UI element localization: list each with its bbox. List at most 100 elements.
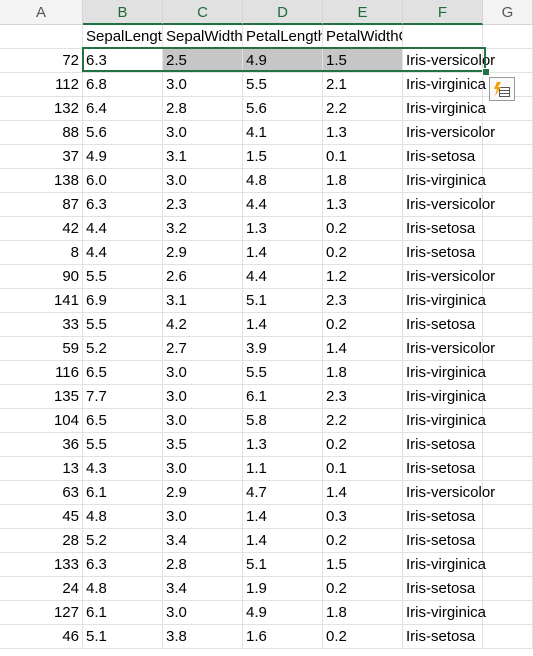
- empty-cell[interactable]: [483, 313, 533, 337]
- data-cell[interactable]: 4.4: [243, 265, 323, 289]
- species-cell[interactable]: Iris-virginica: [403, 97, 486, 121]
- data-cell[interactable]: 1.4: [323, 481, 403, 505]
- species-cell[interactable]: Iris-virginica: [403, 553, 486, 577]
- row-label-cell[interactable]: 36: [0, 433, 83, 457]
- data-cell[interactable]: 0.3: [323, 505, 403, 529]
- row-label-cell[interactable]: 33: [0, 313, 83, 337]
- row-label-cell[interactable]: 24: [0, 577, 83, 601]
- header-cell[interactable]: SepalWidth: [163, 25, 243, 49]
- data-cell[interactable]: 1.1: [243, 457, 323, 481]
- data-cell[interactable]: 5.5: [83, 265, 163, 289]
- data-cell[interactable]: 4.8: [83, 577, 163, 601]
- data-cell[interactable]: 4.3: [83, 457, 163, 481]
- data-cell[interactable]: 6.8: [83, 73, 163, 97]
- data-cell[interactable]: 2.8: [163, 97, 243, 121]
- species-cell[interactable]: Iris-versicolor: [403, 265, 495, 289]
- data-cell[interactable]: 2.8: [163, 553, 243, 577]
- species-cell[interactable]: Iris-versicolor: [403, 481, 495, 505]
- data-cell[interactable]: 3.0: [163, 409, 243, 433]
- data-cell[interactable]: 4.4: [83, 217, 163, 241]
- column-header-f[interactable]: F: [403, 0, 483, 25]
- header-cell[interactable]: [483, 25, 533, 49]
- empty-cell[interactable]: [483, 361, 533, 385]
- data-cell[interactable]: 4.4: [243, 193, 323, 217]
- data-cell[interactable]: 1.2: [323, 265, 403, 289]
- species-cell[interactable]: Iris-setosa: [403, 145, 483, 169]
- data-cell[interactable]: 4.9: [243, 49, 323, 73]
- row-label-cell[interactable]: 112: [0, 73, 83, 97]
- species-cell[interactable]: Iris-setosa: [403, 505, 483, 529]
- data-cell[interactable]: 1.4: [243, 313, 323, 337]
- species-cell[interactable]: Iris-virginica: [403, 385, 486, 409]
- species-cell[interactable]: Iris-setosa: [403, 241, 483, 265]
- data-cell[interactable]: 5.5: [83, 313, 163, 337]
- data-cell[interactable]: 4.9: [243, 601, 323, 625]
- header-cell[interactable]: SepalLength: [83, 25, 163, 49]
- empty-cell[interactable]: [483, 49, 533, 73]
- empty-cell[interactable]: [483, 169, 533, 193]
- data-cell[interactable]: 2.3: [323, 385, 403, 409]
- data-cell[interactable]: 3.9: [243, 337, 323, 361]
- data-cell[interactable]: 5.5: [243, 73, 323, 97]
- data-cell[interactable]: 6.3: [83, 49, 163, 73]
- empty-cell[interactable]: [483, 337, 533, 361]
- row-label-cell[interactable]: 135: [0, 385, 83, 409]
- data-cell[interactable]: 5.8: [243, 409, 323, 433]
- data-cell[interactable]: 6.1: [83, 481, 163, 505]
- empty-cell[interactable]: [483, 409, 533, 433]
- empty-cell[interactable]: [483, 601, 533, 625]
- column-header-c[interactable]: C: [163, 0, 243, 25]
- data-cell[interactable]: 1.3: [323, 193, 403, 217]
- data-cell[interactable]: 1.3: [243, 217, 323, 241]
- row-label-cell[interactable]: [0, 25, 83, 49]
- data-cell[interactable]: 2.9: [163, 241, 243, 265]
- data-cell[interactable]: 2.2: [323, 409, 403, 433]
- empty-cell[interactable]: [483, 625, 533, 649]
- empty-cell[interactable]: [483, 553, 533, 577]
- species-cell[interactable]: Iris-setosa: [403, 625, 483, 649]
- data-cell[interactable]: 5.2: [83, 337, 163, 361]
- data-cell[interactable]: 0.2: [323, 217, 403, 241]
- data-cell[interactable]: 5.1: [243, 289, 323, 313]
- row-label-cell[interactable]: 37: [0, 145, 83, 169]
- data-cell[interactable]: 4.7: [243, 481, 323, 505]
- data-cell[interactable]: 3.0: [163, 73, 243, 97]
- empty-cell[interactable]: [483, 433, 533, 457]
- data-cell[interactable]: 3.8: [163, 625, 243, 649]
- data-cell[interactable]: 0.2: [323, 313, 403, 337]
- row-label-cell[interactable]: 13: [0, 457, 83, 481]
- data-cell[interactable]: 3.2: [163, 217, 243, 241]
- column-header-e[interactable]: E: [323, 0, 403, 25]
- data-cell[interactable]: 4.1: [243, 121, 323, 145]
- data-cell[interactable]: 1.9: [243, 577, 323, 601]
- row-label-cell[interactable]: 63: [0, 481, 83, 505]
- empty-cell[interactable]: [483, 121, 533, 145]
- data-cell[interactable]: 0.2: [323, 241, 403, 265]
- empty-cell[interactable]: [483, 481, 533, 505]
- data-cell[interactable]: 3.0: [163, 505, 243, 529]
- data-cell[interactable]: 3.1: [163, 145, 243, 169]
- species-cell[interactable]: Iris-versicolor: [403, 193, 495, 217]
- data-cell[interactable]: 1.3: [243, 433, 323, 457]
- data-cell[interactable]: 6.1: [243, 385, 323, 409]
- species-cell[interactable]: Iris-setosa: [403, 457, 483, 481]
- data-cell[interactable]: 0.2: [323, 529, 403, 553]
- data-cell[interactable]: 2.3: [323, 289, 403, 313]
- data-cell[interactable]: 6.9: [83, 289, 163, 313]
- data-cell[interactable]: 3.0: [163, 121, 243, 145]
- data-cell[interactable]: 4.8: [243, 169, 323, 193]
- species-cell[interactable]: Iris-setosa: [403, 217, 483, 241]
- fill-handle[interactable]: [482, 68, 490, 76]
- species-cell[interactable]: Iris-virginica: [403, 73, 486, 97]
- species-cell[interactable]: Iris-virginica: [403, 361, 486, 385]
- empty-cell[interactable]: [483, 193, 533, 217]
- data-cell[interactable]: 5.2: [83, 529, 163, 553]
- quick-analysis-button[interactable]: [489, 77, 515, 101]
- data-cell[interactable]: 6.5: [83, 409, 163, 433]
- data-cell[interactable]: 1.4: [243, 529, 323, 553]
- row-label-cell[interactable]: 42: [0, 217, 83, 241]
- data-cell[interactable]: 5.6: [243, 97, 323, 121]
- data-cell[interactable]: 5.5: [243, 361, 323, 385]
- row-label-cell[interactable]: 133: [0, 553, 83, 577]
- data-cell[interactable]: 0.2: [323, 433, 403, 457]
